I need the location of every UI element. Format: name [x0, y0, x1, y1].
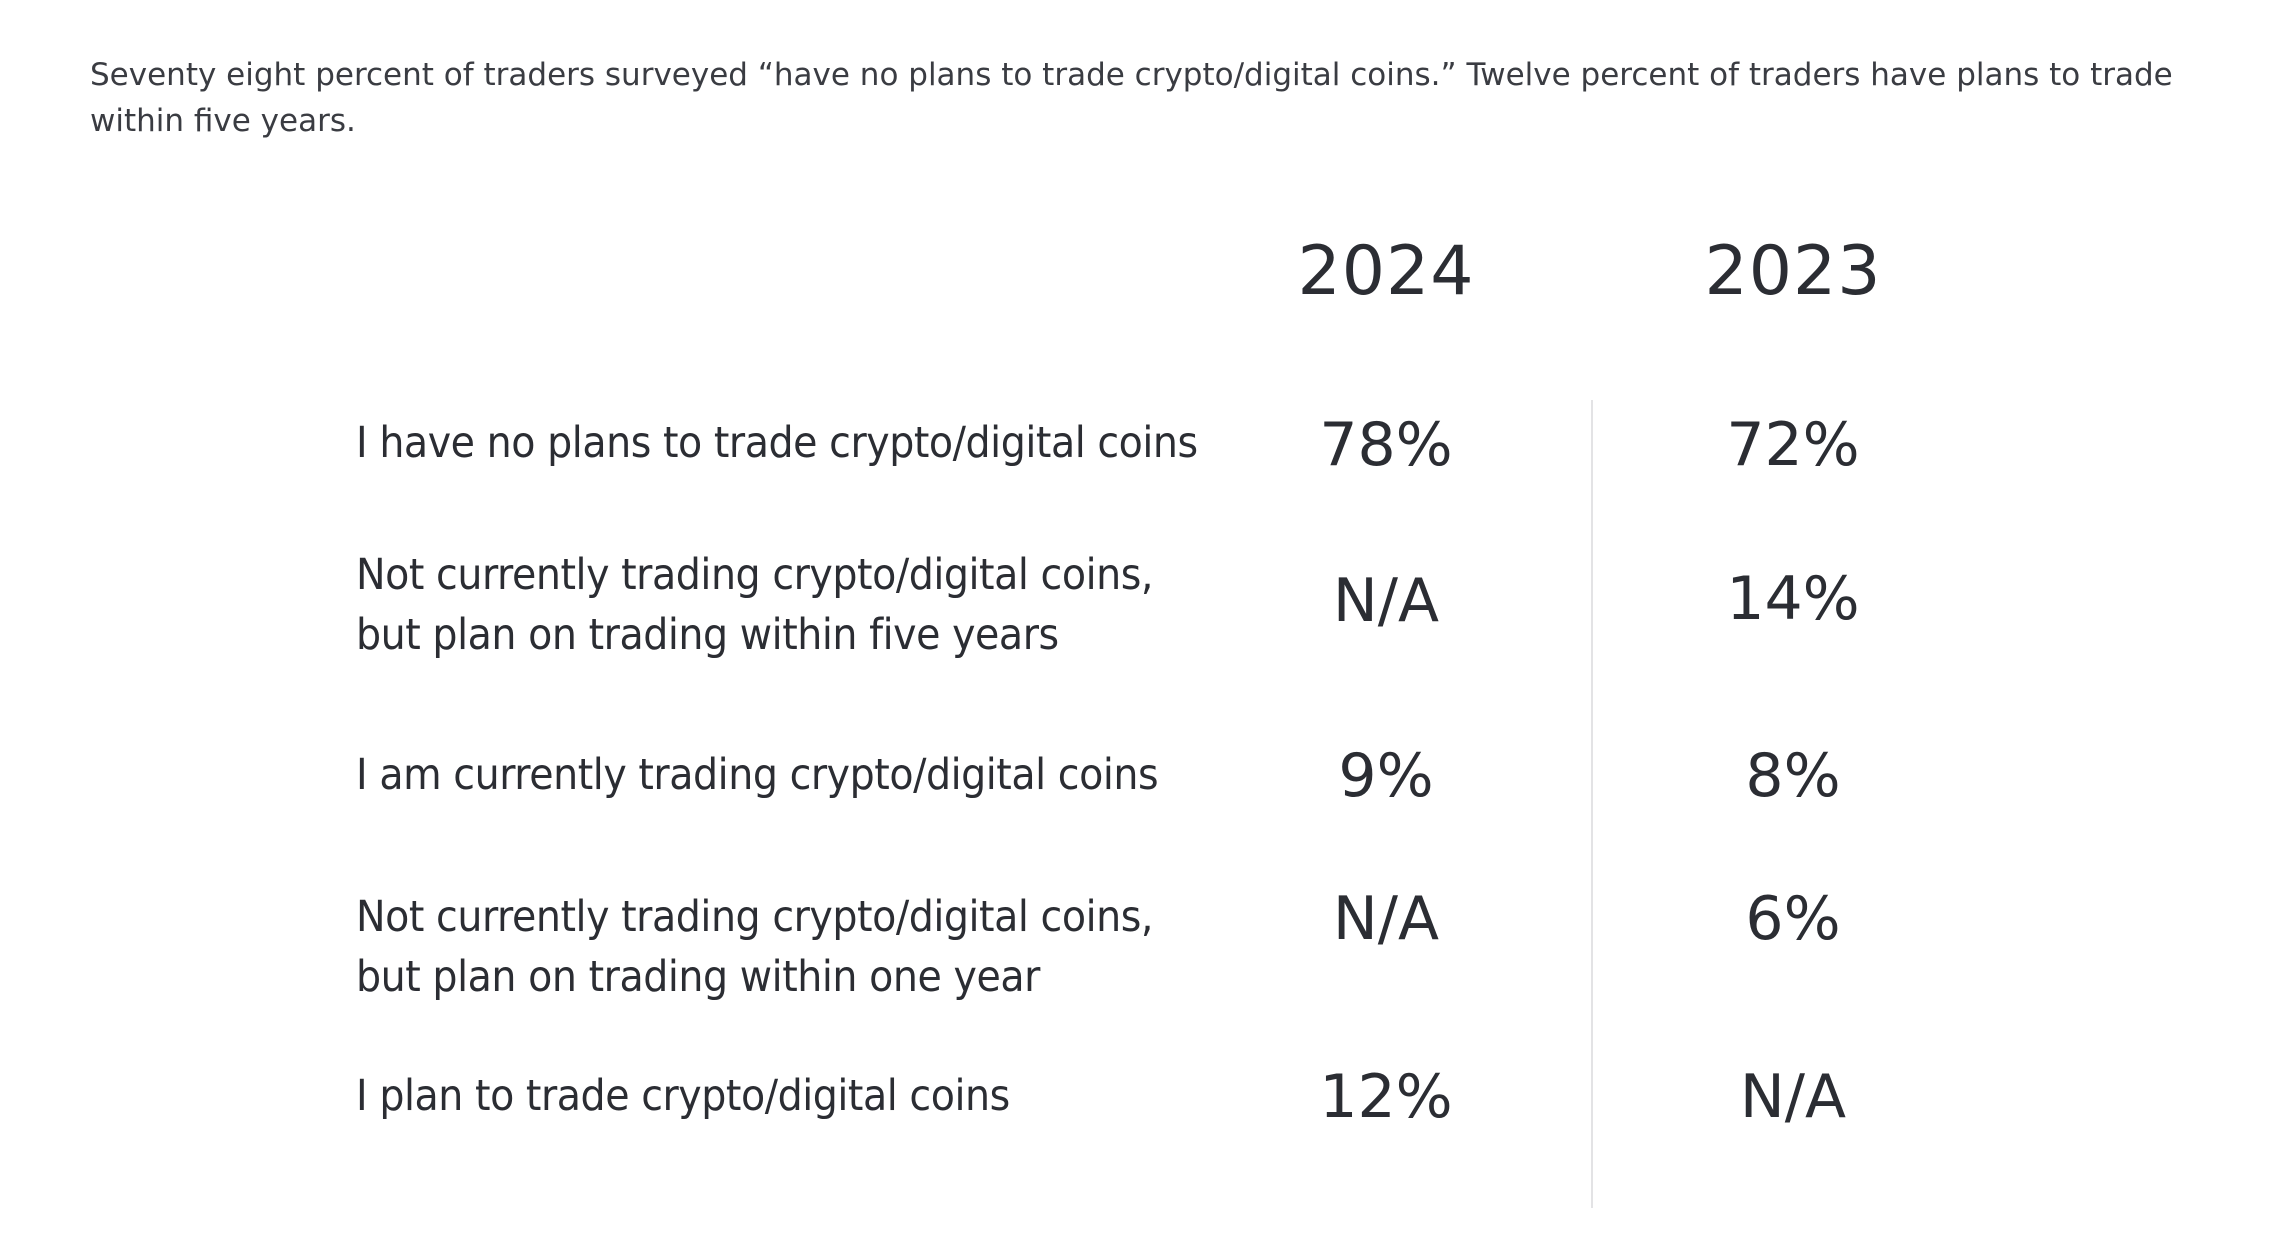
cell-plan-five-years-2024: N/A: [1332, 566, 1440, 636]
cell-plan-to-trade-2023: N/A: [1739, 1062, 1847, 1132]
column-header-2023: 2023: [1704, 232, 1882, 311]
row-label-line: but plan on trading within five years: [356, 610, 1059, 660]
row-label-line: Not currently trading crypto/digital coi…: [356, 550, 1153, 600]
cell-plan-one-year-2024: N/A: [1332, 884, 1440, 954]
cell-no-plans-2023: 72%: [1726, 410, 1860, 480]
row-label-plan-five-years: Not currently trading crypto/digital coi…: [356, 545, 1184, 665]
cell-plan-one-year-2023: 6%: [1745, 884, 1841, 954]
row-label-line: Not currently trading crypto/digital coi…: [356, 892, 1153, 942]
row-label-line: but plan on trading within one year: [356, 952, 1040, 1002]
row-label-line: I plan to trade crypto/digital coins: [356, 1071, 1010, 1121]
row-label-plan-to-trade: I plan to trade crypto/digital coins: [356, 1066, 1184, 1126]
chart-caption: Seventy eight percent of traders surveye…: [90, 57, 2173, 139]
row-label-currently-trading: I am currently trading crypto/digital co…: [356, 745, 1184, 805]
row-label-line: I have no plans to trade crypto/digital …: [356, 418, 1198, 468]
cell-currently-trading-2023: 8%: [1745, 741, 1841, 811]
cell-plan-five-years-2023: 14%: [1726, 564, 1860, 634]
cell-no-plans-2024: 78%: [1319, 410, 1453, 480]
row-label-no-plans: I have no plans to trade crypto/digital …: [356, 413, 1198, 473]
cell-currently-trading-2024: 9%: [1338, 741, 1434, 811]
row-label-plan-one-year: Not currently trading crypto/digital coi…: [356, 887, 1184, 1007]
column-divider: [1591, 400, 1593, 1208]
row-label-line: I am currently trading crypto/digital co…: [356, 750, 1159, 800]
cell-plan-to-trade-2024: 12%: [1319, 1062, 1453, 1132]
column-header-2024: 2024: [1297, 232, 1475, 311]
